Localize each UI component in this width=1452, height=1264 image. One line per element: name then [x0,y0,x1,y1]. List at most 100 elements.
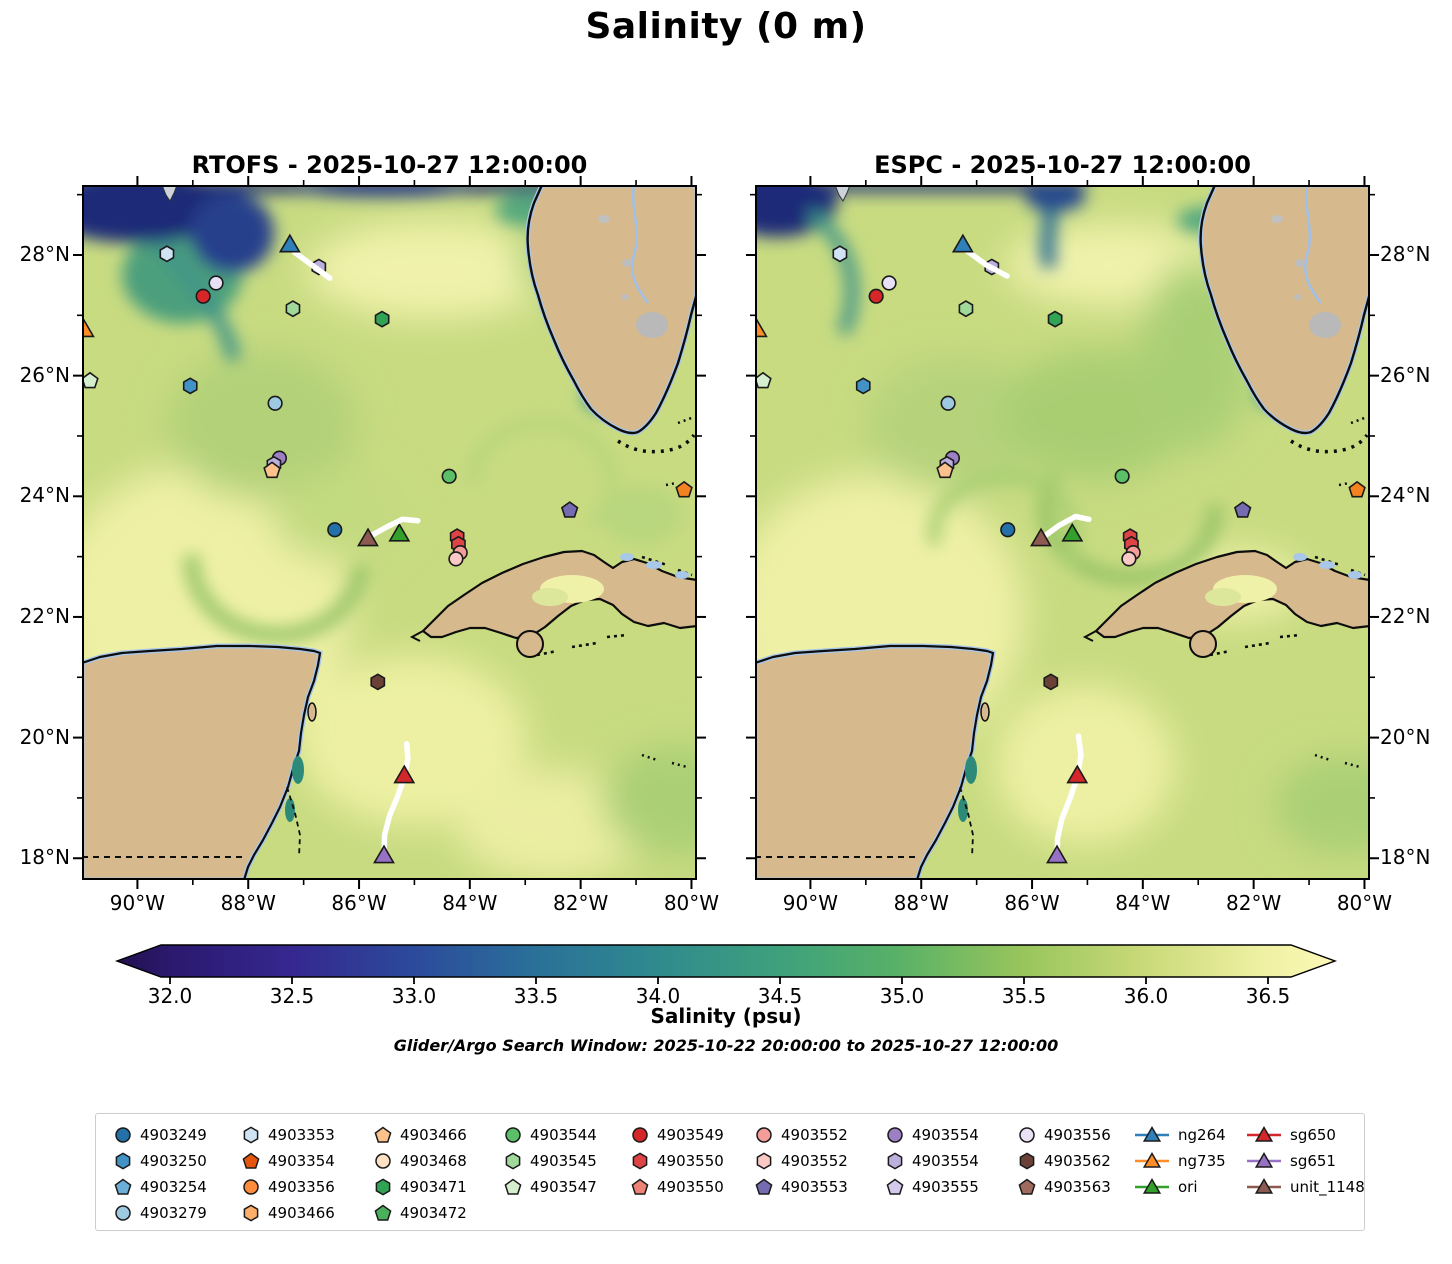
glider-markers [755,233,1089,864]
glider-marker-unit_1148 [357,527,379,547]
lon-tick-label: 88°W [220,891,276,915]
argo-marker-4903279 [267,395,283,411]
legend-label: 4903562 [1044,1152,1111,1170]
axis-ticks [746,176,1379,889]
legend-label: 4903544 [530,1126,597,1144]
legend-item-4903550: 4903550 [631,1150,724,1172]
glider-legend-marker [1135,1152,1169,1168]
glider-track [962,246,1010,279]
glider-legend-marker [1247,1152,1281,1168]
legend-label: 4903353 [268,1126,335,1144]
glider-trajectories [292,249,421,860]
glider-trajectories [962,246,1092,860]
legend-item-4903544: 4903544 [504,1124,597,1146]
glider-track [292,249,333,281]
legend-label: 4903550 [657,1152,724,1170]
legend-label: 4903466 [268,1204,335,1222]
legend-item-4903549: 4903549 [631,1124,724,1146]
hexagon-legend-marker [115,1152,131,1170]
legend-label: 4903547 [530,1178,597,1196]
pentagon-legend-marker [242,1152,260,1169]
hexagon-legend-marker [375,1178,391,1196]
legend-label: 4903545 [530,1152,597,1170]
pentagon-legend-marker [1018,1178,1036,1195]
legend-label: 4903554 [912,1152,979,1170]
legend-label: 4903472 [400,1204,467,1222]
pentagon-legend-marker [374,1204,392,1221]
legend-item-sg651: sg651 [1246,1150,1336,1172]
argo-marker-4903466 [263,461,281,479]
glider-legend-marker [1135,1126,1169,1142]
colorbar-tick-label: 33.5 [514,984,559,1008]
glider-legend-marker [1247,1178,1281,1194]
colorbar-label: Salinity (psu) [650,1004,802,1028]
colorbar-tick-label: 34.5 [758,984,803,1008]
map-espc [746,176,1379,889]
lat-tick-label: 26°N [19,362,70,387]
legend-label: 4903556 [1044,1126,1111,1144]
colorbar-tick-label: 33.0 [392,984,437,1008]
circle-legend-marker [756,1127,772,1143]
lat-tick-label: 22°N [1380,603,1431,628]
legend-item-4903563: 4903563 [1018,1176,1111,1198]
glider-marker-sg651 [1046,844,1068,864]
argo-marker-4903552 [1121,551,1137,567]
legend-label: sg650 [1290,1126,1336,1144]
argo-marker-4903354 [1348,480,1366,498]
colorbar-gradient-bar [114,944,1338,978]
argo-marker-4903549 [195,288,211,304]
lon-tick-label: 86°W [1004,891,1060,915]
hexagon-legend-marker [243,1204,259,1222]
circle-legend-marker [505,1127,521,1143]
argo-float-markers [755,245,1366,691]
search-window-subtitle: Glider/Argo Search Window: 2025-10-22 20… [393,1036,1059,1055]
lon-tick-label: 82°W [553,891,609,915]
glider-track [381,741,411,860]
colorbar-tick-label: 32.0 [148,984,193,1008]
lat-tick-label: 26°N [1380,362,1431,387]
legend-item-4903279: 4903279 [114,1202,207,1224]
legend-label: ng264 [1178,1126,1226,1144]
legend-item-4903552: 4903552 [755,1124,848,1146]
legend-label: sg651 [1290,1152,1336,1170]
argo-marker-4903279 [940,395,956,411]
argo-marker-4903545 [958,300,974,318]
argo-marker-4903552 [448,551,464,567]
argo-marker-4903466 [936,461,954,479]
axis-ticks [73,176,706,889]
map-frame [755,185,1370,880]
legend-label: 4903552 [781,1126,848,1144]
lat-tick-label: 24°N [1380,483,1431,508]
pentagon-legend-marker [114,1178,132,1195]
lat-tick-label: 20°N [1380,724,1431,749]
legend-box: 4903249 4903250 4903254 4903279 4903353 49033… [95,1113,1365,1231]
circle-legend-marker [243,1179,259,1195]
pentagon-legend-marker [755,1178,773,1195]
argo-marker-4903544 [441,468,457,484]
legend-label: 4903354 [268,1152,335,1170]
legend-item-unit_1148: unit_1148 [1246,1176,1365,1198]
legend-item-4903556: 4903556 [1018,1124,1111,1146]
hexagon-legend-marker [632,1152,648,1170]
colorbar-tick-label: 36.0 [1124,984,1169,1008]
legend-item-4903254: 4903254 [114,1176,207,1198]
argo-marker-4903353 [159,245,175,263]
legend-label: 4903563 [1044,1178,1111,1196]
lat-tick-label: 28°N [1380,241,1431,266]
argo-marker-4903471 [374,310,390,328]
legend-item-4903468: 4903468 [374,1150,467,1172]
glider-markers [82,233,416,864]
legend-item-4903471: 4903471 [374,1176,467,1198]
lon-tick-label: 90°W [109,891,166,915]
hexagon-legend-marker [505,1152,521,1170]
legend-item-4903554: 4903554 [886,1124,979,1146]
legend-label: 4903549 [657,1126,724,1144]
glider-marker-sg651 [373,844,395,864]
legend-label: 4903466 [400,1126,467,1144]
argo-marker-4903249 [1000,522,1016,538]
colorbar: 32.0 32.5 33.0 33.5 34.0 34.5 35.0 35.5 36.0 36.5 [114,941,1338,1011]
map-frame [82,185,697,880]
legend-item-ng264: ng264 [1134,1124,1226,1146]
glider-marker-sg650 [393,764,416,784]
